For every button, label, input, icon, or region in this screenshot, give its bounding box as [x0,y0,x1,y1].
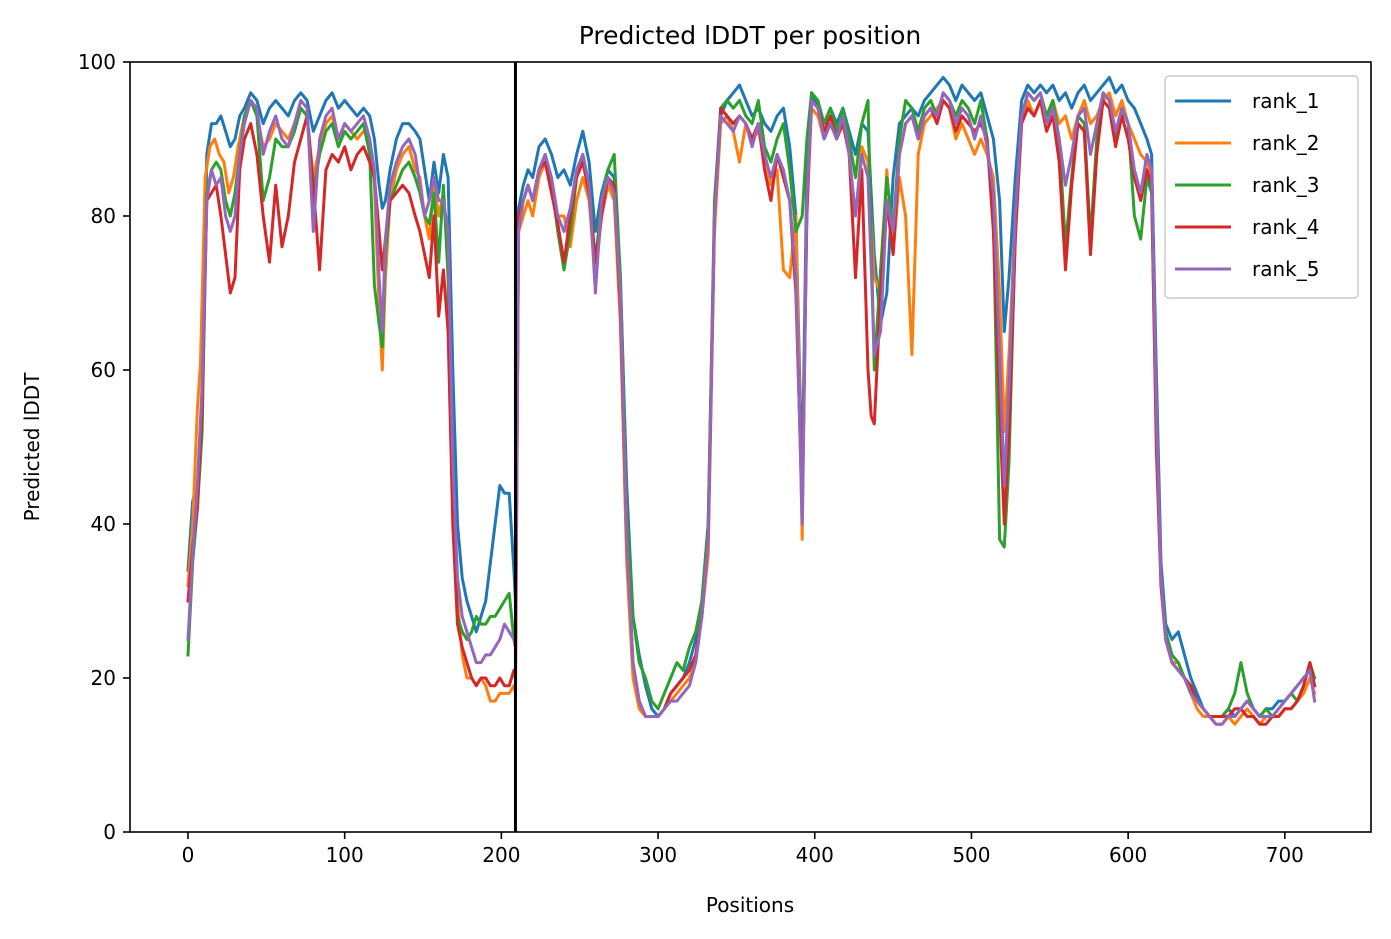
x-tick-label: 200 [482,843,520,867]
series-line-rank-4 [186,99,1317,726]
x-axis: 0 100 200 300 400 500 600 700 [182,832,1304,867]
legend: rank_1 rank_2 rank_3 rank_4 rank_5 [1164,75,1359,299]
legend-label-rank-3: rank_3 [1252,173,1319,197]
y-tick-label: 40 [91,512,116,536]
chart-title: Predicted lDDT per position [579,21,921,50]
x-tick-label: 400 [796,843,834,867]
x-tick-label: 300 [639,843,677,867]
legend-label-rank-1: rank_1 [1252,89,1319,113]
y-tick-label: 60 [91,358,116,382]
y-axis: 0 20 40 60 80 100 [78,50,130,844]
y-tick-label: 100 [78,50,116,74]
x-tick-label: 0 [182,843,195,867]
legend-label-rank-4: rank_4 [1252,215,1319,239]
y-tick-label: 20 [91,666,116,690]
x-tick-label: 600 [1109,843,1147,867]
series-layer [186,75,1317,726]
y-tick-label: 80 [91,204,116,228]
y-tick-label: 0 [103,820,116,844]
series-line-rank-5 [186,91,1317,726]
legend-label-rank-5: rank_5 [1252,257,1319,281]
plot-frame [129,61,1372,833]
x-tick-label: 100 [326,843,364,867]
x-tick-label: 500 [952,843,990,867]
legend-box [1164,75,1359,299]
legend-label-rank-2: rank_2 [1252,131,1319,155]
y-axis-title: Predicted lDDT [20,372,44,522]
x-axis-title: Positions [706,893,794,917]
x-tick-label: 700 [1266,843,1304,867]
